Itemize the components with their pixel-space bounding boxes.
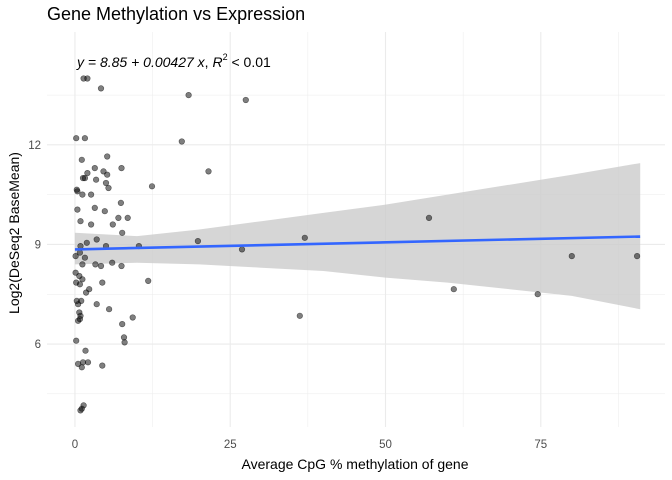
- data-point: [77, 407, 84, 414]
- y-axis-title: Log2(DeSeq2 BaseMean): [6, 152, 22, 314]
- eq-prefix: y = 8.85 + 0.00427: [76, 54, 198, 70]
- data-point: [91, 204, 98, 211]
- data-point: [73, 337, 80, 344]
- data-point: [78, 156, 85, 163]
- data-point: [534, 291, 541, 298]
- data-point: [102, 179, 110, 187]
- y-tick-label: 12: [28, 140, 41, 152]
- data-point: [425, 214, 433, 221]
- data-point: [87, 191, 95, 198]
- data-point: [79, 276, 86, 283]
- data-point: [296, 312, 303, 319]
- data-point: [185, 91, 192, 99]
- data-point: [78, 364, 85, 371]
- data-point: [205, 168, 212, 175]
- data-point: [76, 249, 83, 256]
- eq-suffix: < 0.01: [228, 54, 271, 70]
- data-point: [91, 165, 98, 172]
- data-point: [104, 153, 111, 160]
- data-point: [72, 253, 79, 260]
- data-point: [86, 286, 93, 293]
- data-point: [633, 253, 641, 260]
- data-point: [104, 171, 111, 178]
- regression-line: [74, 235, 641, 251]
- data-point: [118, 262, 125, 270]
- data-point: [76, 281, 83, 288]
- data-point: [92, 176, 100, 183]
- data-point: [81, 135, 88, 142]
- eq-var: x: [197, 54, 206, 70]
- data-point: [97, 262, 105, 270]
- x-tick-label: 0: [72, 439, 78, 451]
- x-tick-label: 50: [379, 439, 392, 451]
- data-point: [84, 75, 91, 82]
- data-point: [79, 261, 86, 268]
- data-point: [117, 199, 124, 206]
- data-point: [118, 165, 125, 172]
- data-point: [93, 301, 100, 308]
- data-point: [145, 277, 152, 285]
- data-point: [76, 316, 83, 323]
- chart-title: Gene Methylation vs Expression: [47, 4, 305, 24]
- data-point: [77, 218, 84, 225]
- data-point: [450, 286, 457, 293]
- x-tick-label: 25: [224, 439, 237, 451]
- data-point: [87, 221, 95, 228]
- data-point: [148, 183, 156, 190]
- data-point: [97, 85, 105, 92]
- data-point: [105, 306, 113, 313]
- data-point: [109, 259, 116, 266]
- eq-mid: ,: [205, 54, 213, 70]
- data-point: [99, 362, 106, 369]
- data-point: [129, 314, 136, 321]
- y-tick-label: 9: [35, 239, 41, 251]
- data-point: [74, 188, 81, 195]
- confidence-band: [74, 163, 641, 310]
- data-point: [178, 138, 185, 145]
- data-point: [194, 238, 201, 245]
- data-point: [78, 297, 85, 305]
- minor-gridlines: [47, 32, 665, 427]
- x-axis-ticks: 0 25 50 75: [72, 439, 547, 451]
- data-point: [109, 221, 116, 228]
- data-point: [83, 239, 90, 246]
- data-point: [82, 347, 89, 354]
- data-point: [238, 246, 246, 253]
- data-point: [119, 321, 126, 328]
- data-point: [99, 279, 106, 286]
- eq-r: R: [212, 54, 222, 70]
- data-point: [105, 184, 112, 192]
- data-point: [79, 191, 86, 198]
- y-tick-label: 6: [35, 339, 41, 351]
- data-point: [101, 208, 108, 215]
- data-point: [242, 96, 249, 104]
- data-point: [92, 261, 99, 268]
- data-point: [84, 359, 92, 366]
- data-point: [81, 175, 88, 182]
- x-tick-label: 75: [534, 439, 547, 451]
- data-point: [84, 170, 91, 177]
- data-point: [81, 254, 88, 261]
- data-point: [73, 135, 80, 142]
- data-point: [301, 234, 308, 241]
- regression-equation: y = 8.85 + 0.00427 x, R2 < 0.01: [76, 52, 271, 70]
- data-point: [124, 214, 131, 221]
- data-point: [74, 206, 81, 213]
- data-point: [121, 339, 128, 346]
- data-point: [568, 253, 575, 260]
- data-point: [93, 236, 100, 243]
- data-point: [119, 229, 126, 236]
- y-axis-ticks: 6 9 12: [28, 140, 41, 351]
- eq-sup: 2: [223, 52, 228, 62]
- data-point: [115, 214, 122, 221]
- x-axis-title: Average CpG % methylation of gene: [242, 456, 469, 472]
